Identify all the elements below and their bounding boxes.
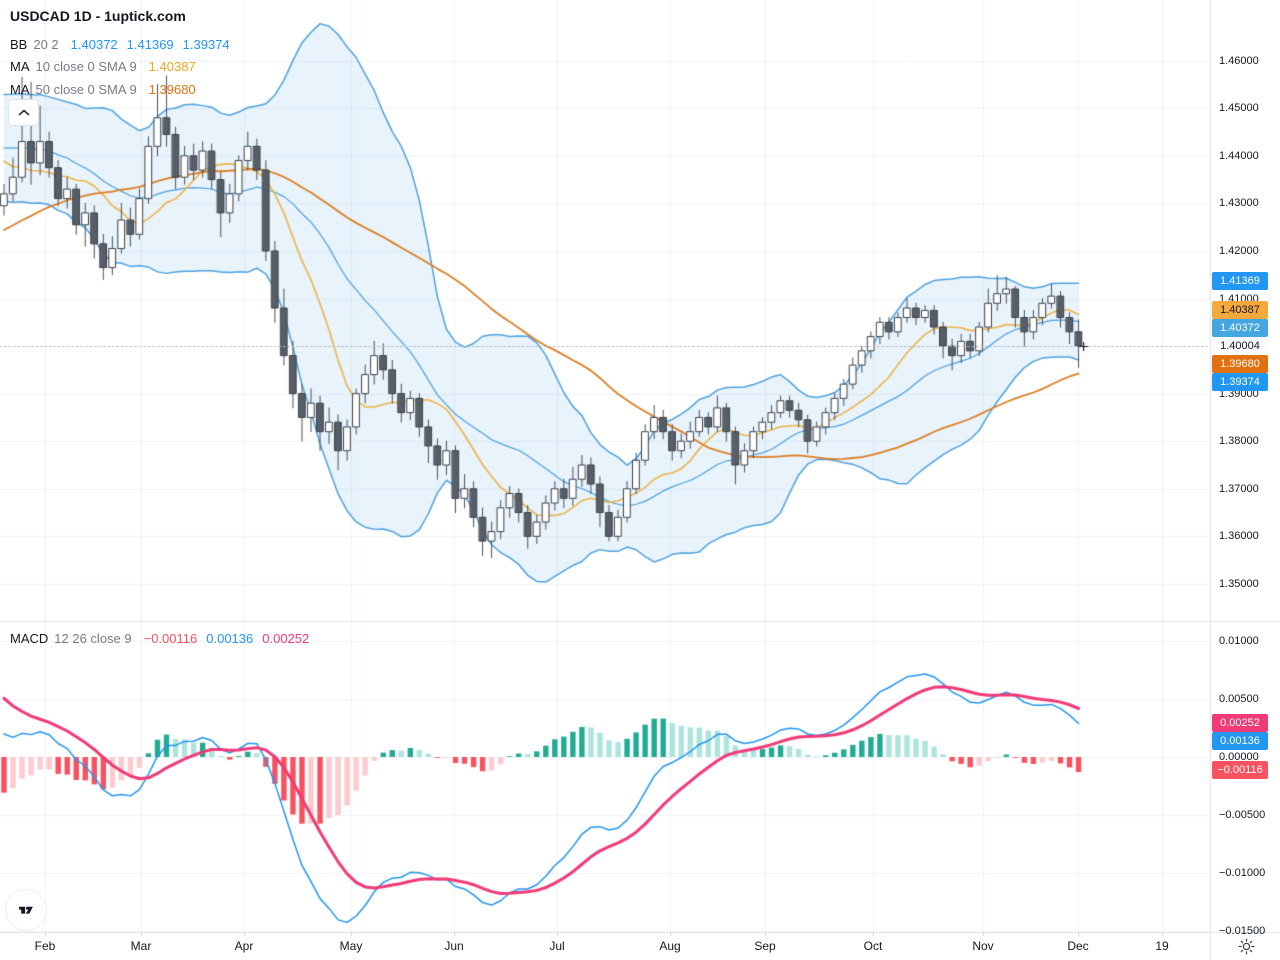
indicator-params: 12 26 close 9 (54, 631, 132, 646)
indicator-value: 1.41369 (126, 37, 174, 52)
symbol-title: USDCAD 1D - 1uptick.com (10, 8, 186, 24)
indicator-price-badge: −0.00116 (1212, 761, 1268, 780)
indicator-price-badge: 1.41369 (1212, 271, 1268, 290)
indicator-value: −0.00116 (143, 631, 198, 646)
time-tick-label: Jul (549, 939, 565, 953)
legend-indicator-ma10[interactable]: MA 10 close 0 SMA 9 1.40387 (10, 58, 205, 75)
last-price-badge: 1.40004 (1212, 336, 1268, 355)
macd-legend[interactable]: MACD 12 26 close 9 −0.00116 0.00136 0.0025… (10, 630, 318, 647)
indicator-name: MA (10, 82, 30, 97)
axis-tick-label: −0.01500 (1219, 925, 1266, 937)
time-tick-label: Nov (972, 939, 994, 953)
time-tick-label: May (339, 939, 363, 953)
time-tick-label: Sep (754, 939, 776, 953)
indicator-price-badge: 1.39374 (1212, 372, 1268, 391)
axis-tick-label: 0.01000 (1219, 635, 1259, 647)
indicator-values: −0.00116 0.00136 0.00252 (144, 631, 319, 646)
axis-tick-label: 0.00500 (1219, 693, 1259, 705)
legend-indicator-bb[interactable]: BB 20 2 1.40372 1.41369 1.39374 (10, 36, 239, 53)
time-tick-label: Feb (34, 939, 56, 953)
time-tick-label: Apr (234, 939, 254, 953)
indicator-value: 1.39680 (148, 82, 196, 97)
axis-tick-label: 1.38000 (1219, 435, 1259, 448)
axis-tick-label: 1.35000 (1219, 577, 1259, 590)
time-axis[interactable]: Feb Mar Apr May Jun Jul Aug Sep Oct Nov Dec 19 (0, 933, 1280, 960)
indicator-value: 1.40372 (70, 37, 118, 52)
axis-tick-label: −0.00500 (1219, 809, 1266, 821)
indicator-value: 1.40387 (148, 59, 196, 74)
indicator-values: 1.39680 (149, 82, 205, 97)
tradingview-icon (15, 899, 37, 921)
indicator-name: MA (10, 59, 30, 74)
price-axis[interactable]: 1.46000 1.45000 1.44000 1.43000 1.42000 1.410… (1210, 0, 1280, 937)
axis-tick-label: 1.46000 (1219, 54, 1259, 67)
legend-collapse-button[interactable] (8, 99, 39, 126)
axis-tick-label: 0.00000 (1219, 751, 1259, 763)
axis-tick-label: 1.44000 (1219, 149, 1259, 162)
axis-tick-label: 1.43000 (1219, 197, 1259, 210)
indicator-values: 1.40387 (149, 59, 205, 74)
indicator-price-badge: 0.00252 (1212, 714, 1268, 733)
indicator-price-badge: 1.40387 (1212, 300, 1268, 319)
time-tick-label: Aug (659, 939, 681, 953)
time-tick-label: Oct (863, 939, 883, 953)
axis-tick-label: 1.37000 (1219, 482, 1259, 495)
indicator-name: BB (10, 37, 28, 52)
axis-tick-label: 1.36000 (1219, 530, 1259, 543)
indicator-price-badge: 1.39680 (1212, 354, 1268, 373)
indicator-value: 0.00252 (262, 631, 310, 646)
time-tick-label: Mar (130, 939, 152, 953)
indicator-value: 1.39374 (182, 37, 230, 52)
time-tick-label: Dec (1067, 939, 1089, 953)
axis-tick-label: 1.42000 (1219, 244, 1259, 257)
tradingview-logo[interactable] (6, 890, 46, 930)
indicator-params: 20 2 (33, 37, 59, 52)
time-tick-label: 19 (1155, 939, 1169, 953)
last-price-badge: 0.00136 (1212, 732, 1268, 751)
axis-tick-label: 1.45000 (1219, 102, 1259, 115)
axis-tick-label: −0.01000 (1219, 867, 1266, 879)
indicator-value: 0.00136 (206, 631, 254, 646)
indicator-values: 1.40372 1.41369 1.39374 (71, 37, 239, 52)
indicator-price-badge: 1.40372 (1212, 318, 1268, 337)
theme-sun-icon[interactable] (1236, 936, 1256, 956)
time-tick-label: Jun (444, 939, 464, 953)
indicator-params: 10 close 0 SMA 9 (35, 59, 137, 74)
legend-indicator-ma50[interactable]: MA 50 close 0 SMA 9 1.39680 (10, 81, 205, 98)
indicator-name: MACD (10, 631, 49, 646)
chevron-up-icon (18, 109, 30, 116)
indicator-params: 50 close 0 SMA 9 (35, 82, 137, 97)
